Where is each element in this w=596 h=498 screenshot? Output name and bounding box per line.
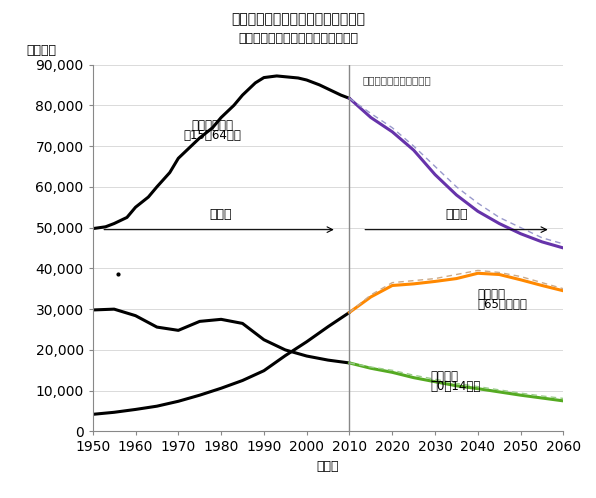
X-axis label: 年　次: 年 次 (317, 460, 339, 473)
Text: （15～64歳）: （15～64歳） (184, 129, 241, 142)
Y-axis label: （千人）: （千人） (26, 44, 56, 57)
Text: 注：破線は前回中位推計: 注：破線は前回中位推計 (362, 75, 431, 85)
Text: 実績値: 実績値 (210, 209, 232, 222)
Text: 図１－３　年齢３区分別人口の推移: 図１－３ 年齢３区分別人口の推移 (231, 12, 365, 26)
Text: 推計値: 推計値 (445, 209, 468, 222)
Text: －　出生中位（死亡中位）推計　－: － 出生中位（死亡中位）推計 － (238, 32, 358, 45)
Text: 生産年齢人口: 生産年齢人口 (191, 119, 234, 132)
Text: 年少人口: 年少人口 (431, 370, 459, 382)
Text: （65歳以上）: （65歳以上） (478, 298, 527, 311)
Text: 老年人口: 老年人口 (478, 288, 506, 301)
Text: （0～14歳）: （0～14歳） (431, 380, 481, 393)
